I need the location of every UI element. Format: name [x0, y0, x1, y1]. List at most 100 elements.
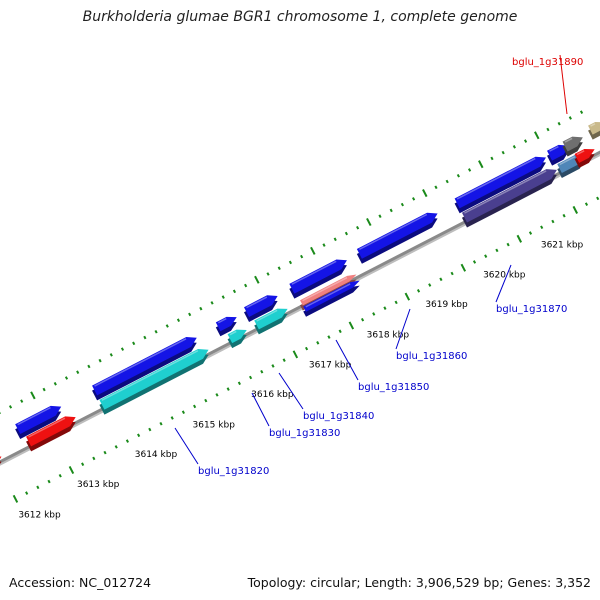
lower-tick-mark: [372, 312, 376, 316]
gene-arrow-cyan: [254, 308, 288, 330]
gene-arrow-forward-highlight: [246, 296, 268, 309]
lower-tick-mark: [137, 433, 141, 438]
lower-tick-mark: [193, 404, 197, 409]
lower-tick-mark: [237, 381, 241, 386]
upper-tick-mark: [244, 283, 248, 288]
upper-tick-mark: [210, 301, 214, 305]
upper-tick-mark: [389, 208, 393, 213]
upper-tick-mark: [53, 381, 57, 386]
upper-tick-mark: [254, 275, 260, 284]
gene-label: bglu_1g31870: [496, 304, 567, 315]
gene-arrow-salmon: [300, 274, 357, 306]
upper-tick-mark: [266, 272, 270, 276]
gene-arrow-cyan: [99, 348, 209, 410]
lower-tick-mark: [226, 387, 230, 391]
upper-tick-mark: [277, 266, 281, 270]
upper-tick-mark: [8, 405, 13, 409]
upper-tick-mark: [300, 254, 304, 259]
upper-tick-mark: [132, 341, 136, 346]
gene-label-leader: [174, 427, 199, 465]
upper-tick-mark: [534, 131, 540, 140]
lower-tick-mark: [360, 317, 365, 322]
map-title: Burkholderia glumae BGR1 chromosome 1, c…: [82, 9, 518, 25]
gene-arrow-forward-highlight: [291, 260, 337, 285]
lower-tick-mark: [540, 225, 544, 230]
lower-tick-mark: [416, 289, 421, 293]
scale-label: 3618 kbp: [367, 331, 410, 341]
lower-tick-mark: [271, 364, 275, 368]
gene-arrow-purple-highlight: [464, 170, 547, 214]
lower-tick-mark: [528, 231, 533, 235]
upper-tick-mark: [501, 150, 505, 155]
upper-tick-mark: [120, 347, 125, 351]
upper-tick-mark: [478, 160, 484, 169]
gene-label-leader: [251, 392, 270, 427]
lower-tick-mark: [562, 213, 566, 218]
scale-label: 3621 kbp: [541, 241, 584, 251]
gene-arrow-salmon-highlight: [302, 277, 348, 302]
upper-tick-mark: [366, 217, 372, 226]
lower-tick-mark: [215, 393, 219, 397]
lower-tick-mark: [383, 306, 387, 310]
upper-tick-mark: [344, 231, 348, 236]
lower-tick-mark: [58, 473, 62, 478]
lower-tick-mark: [304, 346, 309, 351]
gene-arrow-steel-highlight: [559, 156, 576, 166]
gene-arrow-red: [26, 416, 76, 447]
lower-tick-mark: [282, 358, 286, 362]
gene-arrow-forward: [303, 280, 360, 312]
upper-tick-mark: [456, 173, 460, 178]
upper-tick-mark: [422, 189, 428, 198]
lower-tick-mark: [572, 205, 579, 214]
lower-tick-mark: [484, 254, 488, 258]
lower-tick-mark: [596, 196, 600, 201]
gene-arrow-forward-highlight: [305, 283, 351, 308]
lower-tick-mark: [394, 300, 398, 305]
lower-tick-mark: [148, 427, 152, 432]
upper-tick-mark: [310, 246, 316, 255]
lower-tick-mark: [506, 242, 510, 247]
upper-tick-mark: [288, 260, 293, 265]
upper-tick-mark: [568, 116, 572, 120]
lower-tick-mark: [12, 494, 19, 503]
scale-label: 3617 kbp: [309, 360, 352, 370]
lower-tick-mark: [92, 456, 96, 461]
upper-tick-mark: [434, 185, 438, 190]
gene-arrow-cyan-highlight: [256, 309, 278, 322]
gene-arrow-forward: [244, 295, 278, 317]
gene-label: bglu_1g31860: [396, 351, 467, 362]
lower-tick-mark: [404, 292, 411, 301]
gene-label-leader: [335, 339, 359, 381]
upper-tick-mark: [76, 370, 80, 375]
gene-arrow-forward-highlight: [17, 406, 51, 426]
lower-tick-mark: [181, 410, 185, 414]
lower-tick-mark: [159, 421, 163, 426]
lower-tick-mark: [36, 485, 40, 490]
gene-arrow-red: [0, 456, 2, 460]
lower-tick-mark: [68, 465, 75, 474]
lower-tick-mark: [516, 234, 523, 243]
scale-label: 3615 kbp: [193, 420, 236, 430]
gene-arrow-cyan-highlight: [101, 350, 199, 401]
upper-tick-mark: [523, 139, 528, 143]
gene-arrow-forward: [15, 405, 62, 434]
lower-tick-mark: [472, 260, 477, 264]
gene-label-leader: [395, 308, 411, 350]
gene-arrow-forward-highlight: [217, 317, 227, 324]
upper-tick-mark: [188, 312, 192, 317]
upper-tick-mark: [143, 335, 147, 340]
gene-label-leader: [559, 54, 568, 115]
scale-label: 3616 kbp: [251, 390, 294, 400]
upper-tick-mark: [64, 376, 69, 380]
gene-label: bglu_1g31820: [198, 466, 269, 477]
gene-label-leader: [278, 372, 304, 410]
gene-arrow-khaki-highlight: [590, 123, 596, 127]
gene-label: bglu_1g31890: [512, 57, 583, 68]
upper-tick-mark: [546, 127, 550, 132]
upper-tick-mark: [322, 243, 326, 247]
upper-tick-mark: [333, 237, 337, 242]
upper-tick-mark: [579, 110, 584, 114]
scale-label: 3614 kbp: [135, 450, 178, 460]
